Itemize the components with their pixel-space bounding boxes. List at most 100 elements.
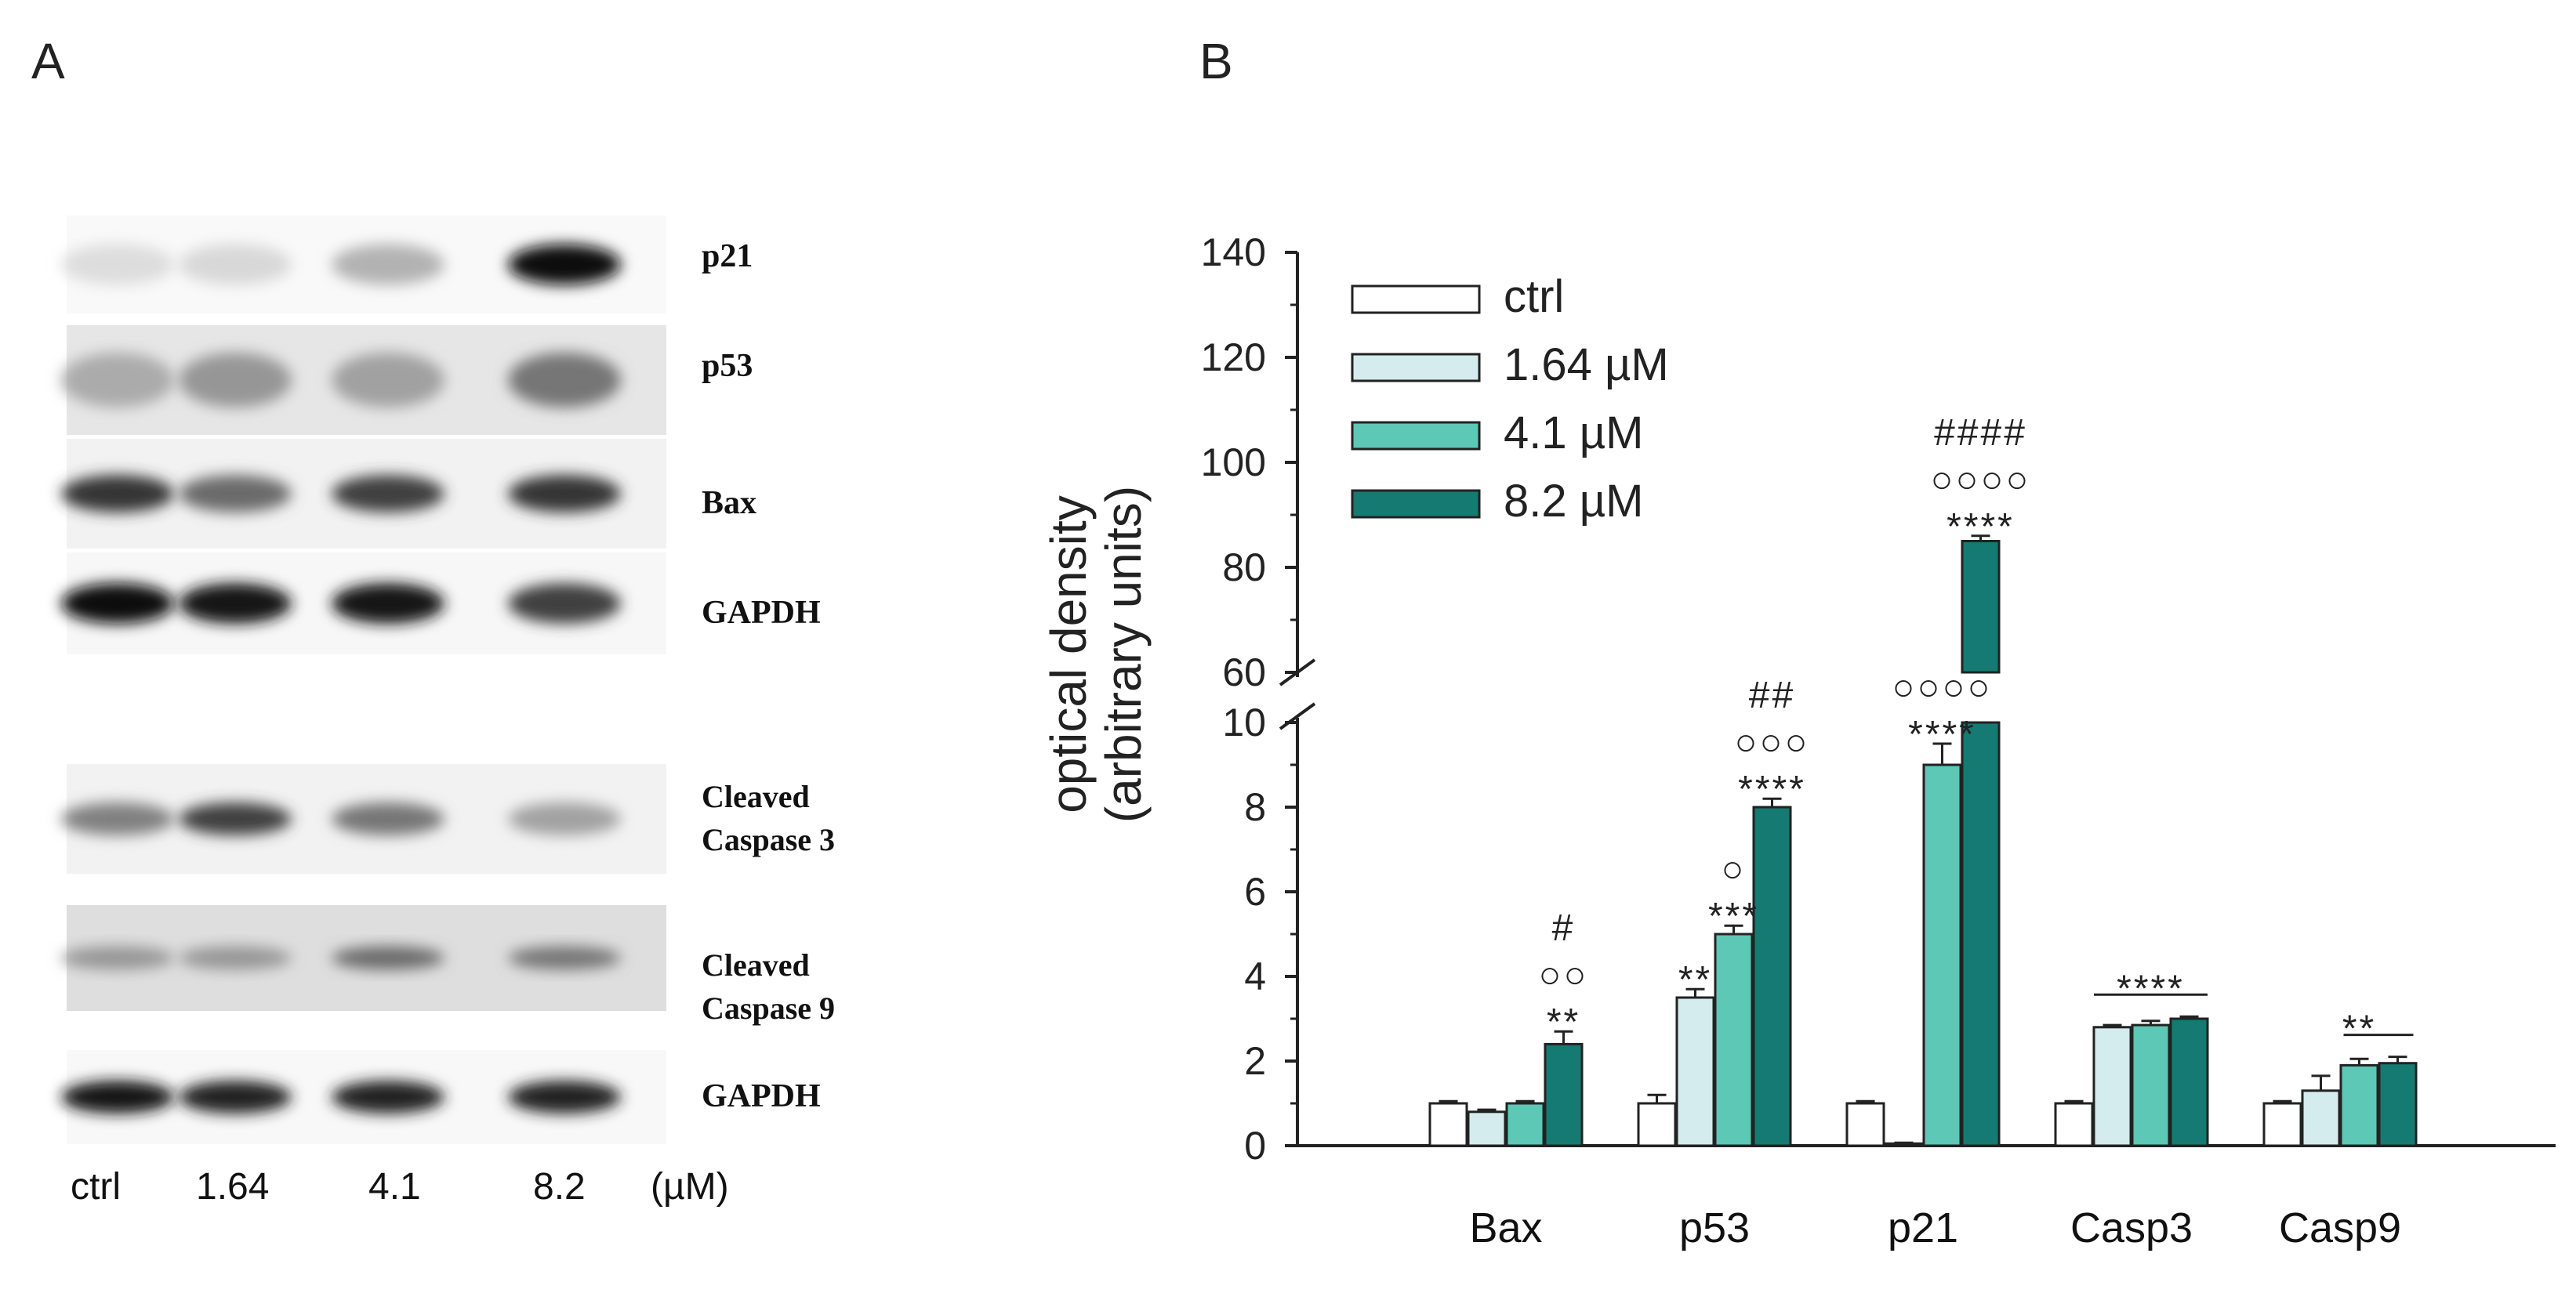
blot-label: Bax (702, 485, 756, 521)
blot-strip: GAPDH (61, 1050, 821, 1144)
significance-annotation: ○○○○ (1892, 667, 1993, 708)
y-tick-label: 60 (1222, 650, 1266, 694)
y-tick-label: 4 (1244, 954, 1266, 998)
y-tick-label: 8 (1244, 785, 1266, 829)
significance-annotation: ○○○○ (1931, 459, 2031, 501)
lane-labels: ctrl 1.64 4.1 8.2 (µM) (71, 1166, 729, 1208)
significance-annotation: ○○○ (1735, 722, 1810, 763)
blot-band (179, 1081, 292, 1114)
blot-strip: p53 (61, 325, 753, 435)
panel-b-label: B (1199, 33, 1233, 89)
blot-band (179, 353, 292, 407)
panel-b: B optical density (arbitrary units) 0 2 4 6… (1040, 33, 2556, 1251)
blot-band (508, 946, 621, 970)
bar (2092, 1026, 2132, 1147)
panel-a-label: A (31, 33, 65, 89)
y-tick-label: 100 (1201, 440, 1266, 484)
y-tick-label: 140 (1201, 230, 1266, 274)
significance-annotation: *** (1708, 896, 1759, 937)
bar (2131, 1023, 2171, 1147)
x-tick-label: p21 (1888, 1204, 1958, 1251)
legend-label: ctrl (1504, 271, 1564, 322)
lane-label: 1.64 (196, 1166, 269, 1208)
significance-annotation: ** (1547, 1001, 1580, 1043)
blot-band (332, 475, 444, 512)
blot-label: p53 (702, 348, 753, 384)
blot-band (179, 583, 292, 624)
axis-break-mark (1279, 702, 1316, 730)
y-axis-label-line1: optical density (1040, 495, 1097, 813)
bar (1752, 806, 1792, 1147)
x-tick-label: Bax (1469, 1204, 1542, 1251)
bar (1544, 1042, 1584, 1147)
significance-annotation: ## (1749, 675, 1795, 716)
bar (1637, 1102, 1677, 1147)
significance-annotation: **** (2117, 968, 2185, 1009)
y-tick-label: 80 (1222, 545, 1266, 589)
blot-label: Cleaved (702, 779, 810, 814)
x-tick-label: Casp3 (2070, 1204, 2193, 1251)
significance-annotation: **** (1947, 506, 2015, 548)
y-axis-label-line2: (arbitrary units) (1095, 486, 1152, 823)
legend-label: 8.2 µM (1504, 476, 1643, 527)
bar (1961, 721, 2001, 1147)
blot-band (179, 244, 292, 285)
bar (1922, 763, 1962, 1147)
blot-strip: Cleaved Caspase 3 (61, 764, 835, 874)
bar (1961, 540, 2001, 674)
blot-band (332, 946, 444, 970)
blot-label: Caspase 3 (702, 822, 835, 857)
blot-band (61, 802, 174, 835)
blot-band (508, 353, 621, 407)
bar (1714, 933, 1754, 1147)
bar (1845, 1102, 1885, 1147)
legend-swatch (1351, 421, 1481, 451)
blot-band (61, 1081, 174, 1114)
blot-band (179, 802, 292, 835)
bar (2262, 1102, 2302, 1147)
blot-label: Caspase 9 (702, 991, 835, 1026)
blot-band (61, 946, 174, 970)
x-tick-label: Casp9 (2279, 1204, 2401, 1251)
blot-band (508, 583, 621, 624)
legend-swatch (1351, 353, 1481, 382)
legend-label: 1.64 µM (1504, 339, 1669, 390)
bar (1428, 1102, 1468, 1147)
significance-annotation: **** (1908, 714, 1976, 755)
blot-strip: GAPDH (61, 552, 821, 654)
blot-band (332, 802, 444, 835)
western-blots: p21 p53 Bax GAPDH Cleaved Caspase 3 Cleaved Cas… (61, 216, 835, 1144)
significance-annotation: ** (2342, 1009, 2376, 1050)
bar (2378, 1062, 2418, 1147)
bar-chart: 0 2 4 6 8 10 60 80 100 120 140 Bax p53 p21 Casp3 Casp9 #… (1201, 230, 2556, 1251)
lane-label: ctrl (71, 1166, 121, 1208)
bar (2054, 1102, 2094, 1147)
y-tick-label: 2 (1244, 1039, 1266, 1083)
blot-band (179, 946, 292, 970)
bar (2339, 1063, 2379, 1147)
x-tick-label: p53 (1679, 1204, 1750, 1251)
blot-band (179, 475, 292, 512)
blot-label: GAPDH (702, 595, 821, 631)
bar (1675, 996, 1715, 1147)
y-tick-label: 120 (1201, 335, 1266, 379)
lane-label: 8.2 (533, 1166, 586, 1208)
blot-band (508, 1081, 621, 1114)
blot-band (61, 244, 174, 285)
significance-annotation: **** (1738, 769, 1806, 810)
blot-band (332, 353, 444, 407)
blot-label: GAPDH (702, 1078, 821, 1114)
lane-label: 4.1 (368, 1166, 421, 1208)
blot-band (332, 1081, 444, 1114)
blot-band (61, 353, 174, 407)
y-axis-label: optical density (arbitrary units) (1040, 486, 1152, 823)
legend-label: 4.1 µM (1504, 407, 1643, 458)
blot-band (508, 802, 621, 835)
y-tick-label: 10 (1222, 701, 1266, 744)
blot-band (332, 244, 444, 285)
significance-annotation: ** (1678, 959, 1712, 1001)
legend-swatch (1351, 284, 1481, 314)
y-tick-label: 6 (1244, 870, 1266, 914)
